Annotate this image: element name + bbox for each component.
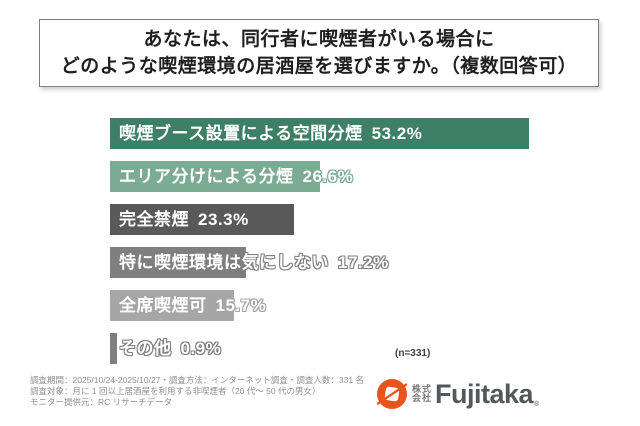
company-prefix: 株式 会社: [412, 383, 433, 404]
bar-row: 全席喫煙可 15.7%: [110, 290, 630, 321]
company-prefix-bottom: 会社: [412, 393, 433, 403]
sample-size-note: (n=331): [395, 348, 431, 359]
bar-label: 喫煙ブース設置による空間分煙 53.2%: [119, 124, 423, 143]
survey-note-line-1: 調査期間：2025/10/24-2025/10/27・調査方法：インターネット調…: [30, 375, 364, 385]
survey-note-line-3: モニター提供元：RC リサーチデータ: [30, 397, 173, 407]
bar-row: 完全禁煙 23.3%: [110, 204, 630, 235]
bar: [110, 118, 529, 149]
survey-notes: 調査期間：2025/10/24-2025/10/27・調査方法：インターネット調…: [30, 375, 364, 408]
bar: [110, 290, 234, 321]
survey-note-line-2: 調査対象：月に 1 回以上居酒屋を利用する非喫煙者（20 代～ 50 代の男女）: [30, 386, 321, 396]
fujitaka-logo: 株式 会社 Fujitaka ®: [377, 377, 539, 411]
bar-row: その他 0.9%: [110, 333, 630, 364]
bar: [110, 333, 117, 364]
bar-label: 完全禁煙 23.3%: [119, 210, 249, 229]
bar-label: 全席喫煙可 15.7%: [119, 296, 267, 315]
title-line-2: どのような喫煙環境の居酒屋を選びますか。（複数回答可）: [60, 56, 578, 77]
fujitaka-logo-icon: [377, 379, 407, 409]
bar-row: 特に喫煙環境は気にしない 17.2%: [110, 247, 630, 278]
bar-label: エリア分けによる分煙 26.6%: [119, 167, 354, 186]
bar-chart: 喫煙ブース設置による空間分煙 53.2% エリア分けによる分煙 26.6% 完全禁煙…: [110, 118, 630, 376]
company-prefix-top: 株式: [412, 383, 433, 394]
title-line-1: あなたは、同行者に喫煙者がいる場合に: [143, 29, 495, 50]
bar-row: エリア分けによる分煙 26.6%: [110, 161, 630, 192]
title-box: あなたは、同行者に喫煙者がいる場合に どのような喫煙環境の居酒屋を選びますか。（…: [39, 19, 599, 87]
bar: [110, 161, 320, 192]
bar-row: 喫煙ブース設置による空間分煙 53.2%: [110, 118, 630, 149]
bar: [110, 247, 246, 278]
bar-label: 特に喫煙環境は気にしない 17.2%: [119, 253, 389, 272]
brand-wordmark: Fujitaka: [435, 379, 534, 409]
registered-mark: ®: [534, 401, 540, 408]
bar-label: その他 0.9%: [119, 339, 222, 358]
bar: [110, 204, 294, 235]
